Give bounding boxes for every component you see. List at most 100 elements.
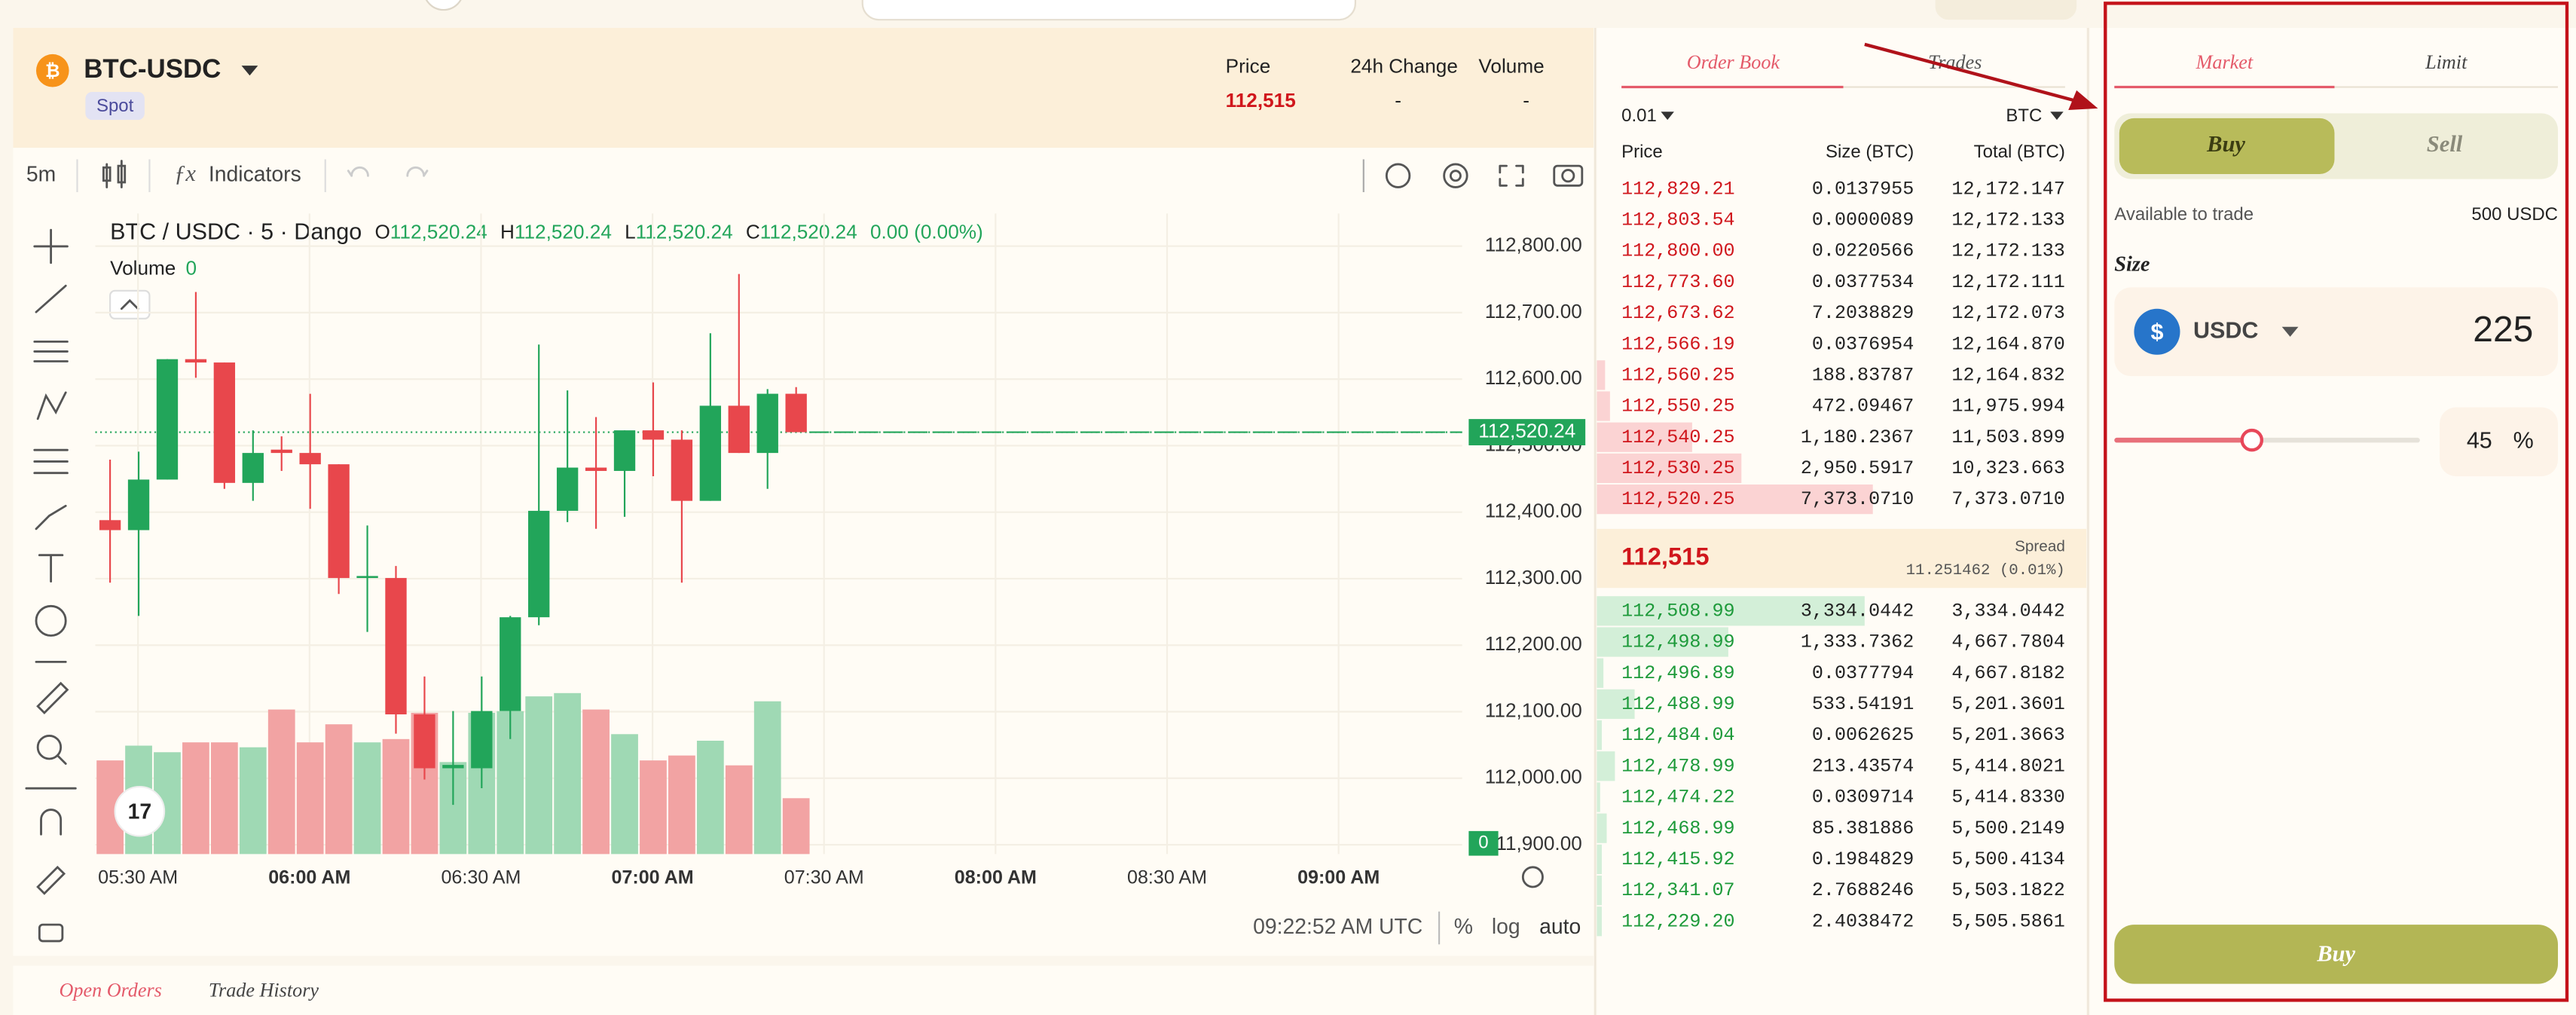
price-badge <box>1468 419 1586 445</box>
size-percent[interactable]: 45 <box>2467 427 2492 453</box>
candle-body <box>299 453 321 465</box>
buy-side[interactable] <box>2119 118 2335 175</box>
size: 0.0137955 <box>1812 178 1914 200</box>
column-header: Total (BTC) <box>1974 142 2065 162</box>
candle-body <box>328 464 350 579</box>
y-tick-label: 112,800.00 <box>1485 234 1582 256</box>
toolbar-right-icons[interactable] <box>1385 163 1584 188</box>
caret <box>2281 326 2299 337</box>
volume-badge-label: 0 <box>1478 833 1488 853</box>
settings-icon[interactable] <box>1521 866 1544 888</box>
volume-bar <box>325 724 353 854</box>
order-book-tab[interactable]: Order Book <box>1687 51 1780 73</box>
price[interactable]: 112,474.22 <box>1621 787 1734 809</box>
candle-body <box>471 711 493 769</box>
collapse-button[interactable] <box>109 289 151 319</box>
percent-input[interactable] <box>2440 407 2559 477</box>
chart-legend: BTC / USDC · 5 · Dango O112,520.24 H112,… <box>110 219 983 245</box>
price[interactable]: 112,560.25 <box>1621 364 1734 386</box>
interval[interactable]: 5m <box>26 163 56 187</box>
pair-caret[interactable] <box>241 66 258 76</box>
unit[interactable]: BTC <box>2006 105 2042 126</box>
sell-side[interactable]: Sell <box>2427 131 2463 157</box>
price-badge-label: 112,520.24 <box>1478 419 1575 442</box>
stat-value: - <box>1523 89 1529 112</box>
auto-toggle[interactable]: auto <box>1539 915 1581 939</box>
fx-icon[interactable]: ƒx <box>174 161 196 186</box>
volume-badge <box>1468 830 1499 856</box>
price[interactable]: 112,566.19 <box>1621 333 1734 355</box>
price[interactable]: 112,498.99 <box>1621 631 1734 653</box>
order-type-tab[interactable]: Limit <box>2425 51 2468 73</box>
price[interactable]: 112,803.54 <box>1621 209 1734 231</box>
price[interactable]: 112,229.20 <box>1621 910 1734 932</box>
price[interactable]: 112,773.60 <box>1621 271 1734 293</box>
price[interactable]: 112,468.99 <box>1621 818 1734 839</box>
slider-knob[interactable] <box>2240 428 2264 452</box>
undo-redo[interactable] <box>347 166 429 177</box>
candle-body <box>699 405 722 501</box>
volume-bar <box>296 742 324 854</box>
total: 5,500.4134 <box>1951 848 2064 870</box>
price[interactable]: 112,530.25 <box>1621 457 1734 479</box>
candle-body <box>785 393 807 433</box>
tick-size[interactable]: 0.01 <box>1621 105 1657 126</box>
size: 1,333.7362 <box>1801 631 1914 653</box>
price[interactable]: 112,484.04 <box>1621 724 1734 746</box>
slider-fill <box>2114 437 2252 443</box>
total: 5,500.2149 <box>1951 818 2064 839</box>
top-button[interactable] <box>1935 0 2077 20</box>
percent-sign: % <box>2513 427 2534 453</box>
price[interactable]: 112,550.25 <box>1621 396 1734 417</box>
price[interactable]: 112,478.99 <box>1621 755 1734 777</box>
price[interactable]: 112,800.00 <box>1621 240 1734 262</box>
total: 5,414.8330 <box>1951 787 2064 809</box>
search-box[interactable] <box>861 0 1356 21</box>
buy-side-label: Buy <box>2206 131 2245 157</box>
volume-bar <box>753 701 781 854</box>
mid-price: 112,515 <box>1621 543 1709 570</box>
size: 0.1984829 <box>1812 848 1914 870</box>
candle-body <box>156 359 179 480</box>
legend-label: H <box>500 220 515 243</box>
spread: 11.251462 (0.01%) <box>1906 562 2065 579</box>
chart-type-icon[interactable] <box>102 160 127 188</box>
percent-toggle[interactable]: % <box>1454 915 1473 939</box>
bottom-tab[interactable]: Open Orders <box>59 979 161 1001</box>
candle-body <box>213 362 236 483</box>
market-type: Spot <box>96 96 134 116</box>
price[interactable]: 112,488.99 <box>1621 693 1734 715</box>
candle-body <box>99 520 121 530</box>
size: 85.381886 <box>1812 818 1914 839</box>
volume-bar <box>525 696 553 854</box>
log-toggle[interactable]: log <box>1492 915 1520 939</box>
size-input[interactable] <box>2114 287 2559 377</box>
bottom-tab[interactable]: Trade History <box>209 979 319 1001</box>
asset[interactable]: USDC <box>2193 317 2258 343</box>
x-tick-label: 08:00 AM <box>955 867 1037 888</box>
size: 0.0220566 <box>1812 240 1914 262</box>
slider[interactable] <box>2114 428 2264 452</box>
candle-body <box>556 467 579 511</box>
amount[interactable]: 225 <box>2473 310 2533 350</box>
volume-bar <box>582 709 610 854</box>
order-type-tab[interactable]: Market <box>2196 51 2254 73</box>
x-tick-label: 05:30 AM <box>98 867 178 888</box>
price[interactable]: 112,415.92 <box>1621 848 1734 870</box>
arrow-head <box>2068 90 2098 111</box>
price[interactable]: 112,829.21 <box>1621 178 1734 200</box>
price[interactable]: 112,540.25 <box>1621 426 1734 448</box>
pair[interactable]: BTC-USDC <box>84 54 221 84</box>
price[interactable]: 112,508.99 <box>1621 600 1734 622</box>
price[interactable]: 112,520.25 <box>1621 488 1734 510</box>
price[interactable]: 112,496.89 <box>1621 662 1734 684</box>
submit-button[interactable] <box>2114 925 2559 984</box>
indicators[interactable]: Indicators <box>209 163 301 187</box>
price[interactable]: 112,673.62 <box>1621 302 1734 324</box>
top-icon[interactable] <box>424 0 463 11</box>
price[interactable]: 112,341.07 <box>1621 879 1734 901</box>
drawing-tools[interactable] <box>25 228 77 943</box>
tv-logo <box>114 785 166 837</box>
candle-body <box>671 439 693 501</box>
